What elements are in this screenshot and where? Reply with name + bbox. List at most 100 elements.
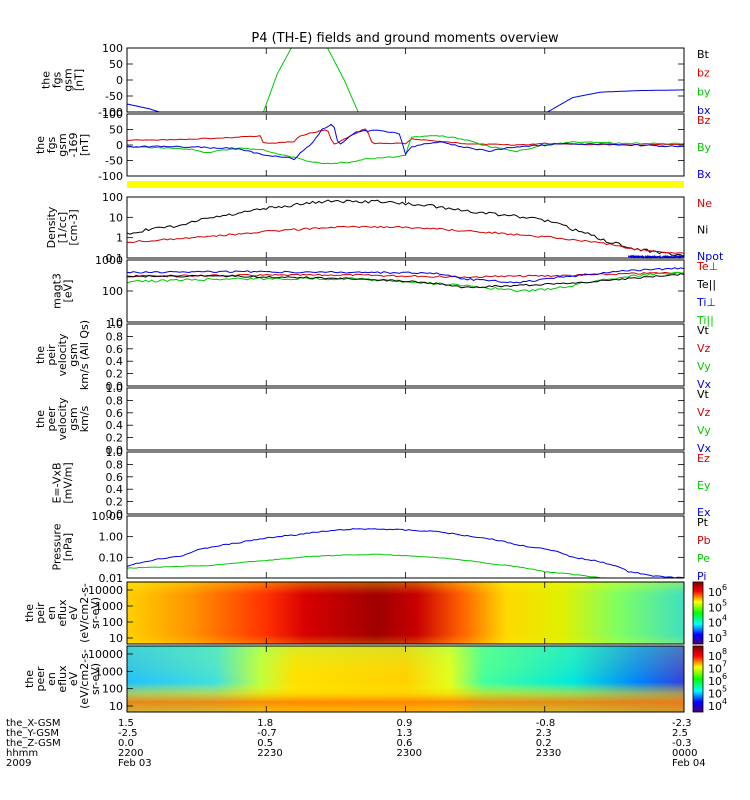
y-tick-label: 0.6	[106, 471, 124, 484]
colorbar-exponent: 7	[722, 660, 727, 669]
y-tick-label: 1000	[95, 665, 123, 678]
series-line	[126, 267, 685, 284]
legend-entry: Ex	[697, 506, 711, 519]
series-line	[126, 135, 685, 165]
y-axis-label: magt3[eV]	[51, 273, 75, 309]
legend-entry: Ti||	[696, 314, 714, 327]
y-tick-label: 0.0	[106, 444, 124, 457]
y-axis-label-line: en	[45, 672, 58, 686]
y-tick-label: 0.8	[106, 394, 124, 407]
y-tick-label: 1	[116, 232, 123, 245]
y-axis-label-line: [nPa]	[62, 533, 75, 561]
y-tick-label: 100	[102, 191, 123, 204]
panel-peer_velocity: 1.00.80.60.40.20.0thepeervelocitygsmkm/s…	[34, 382, 712, 457]
legend-entry: Vz	[697, 406, 711, 419]
y-tick-label: 0.4	[106, 419, 124, 432]
panel-frame	[126, 259, 685, 323]
legend-entry: Ey	[697, 479, 711, 492]
y-tick-label: 0.8	[106, 330, 124, 343]
ephemeris-value: 1.5	[118, 718, 134, 729]
y-tick-label: 0.4	[106, 483, 124, 496]
y-axis-label-line: sr-eV)	[89, 597, 102, 629]
ephemeris-label: 2009	[6, 758, 31, 769]
ephemeris-value: 0.6	[397, 738, 413, 749]
y-axis-label-line: E=-VxB	[51, 462, 64, 503]
y-tick-label: 10	[109, 211, 123, 224]
y-axis-label-line: [cm-3]	[67, 209, 80, 245]
y-tick-label: 100	[102, 285, 123, 298]
legend-entry: Bt	[697, 48, 710, 61]
y-axis-label-line: fgs	[51, 71, 64, 88]
panel-frame	[126, 451, 685, 515]
y-tick-label: 10000	[88, 584, 123, 597]
legend-entry: Ti⊥	[696, 296, 716, 309]
legend-entry: Vz	[697, 342, 711, 355]
y-tick-label: 100	[102, 616, 123, 629]
y-tick-label: 1000	[95, 254, 123, 267]
ephemeris-label: the_Y-GSM	[6, 728, 59, 739]
ephemeris-value: 2.5	[672, 728, 688, 739]
legend-entry: Pb	[697, 534, 711, 547]
series-line	[627, 254, 685, 260]
colorbar-exponent: 4	[722, 614, 727, 623]
colorbar-label: 10	[708, 688, 722, 701]
legend-entry: Bx	[697, 168, 712, 181]
y-tick-label: 50	[109, 58, 123, 71]
y-axis-label-line: Pressure	[51, 523, 64, 570]
series-line	[547, 89, 684, 113]
ephemeris-value: 1.8	[257, 718, 273, 729]
series-line	[126, 199, 685, 258]
panel-frame	[126, 387, 685, 451]
y-tick-label: 100	[102, 683, 123, 696]
ephemeris-value: 2300	[397, 748, 422, 759]
ephemeris-value: -0.7	[257, 728, 277, 739]
y-tick-label: 1.0	[106, 382, 124, 395]
y-tick-label: 0	[116, 139, 123, 152]
panel-frame	[126, 196, 685, 259]
ephemeris-row: the_Y-GSM -2.5 -0.7 1.3 2.3 2.5	[6, 728, 688, 739]
y-axis-label-line: gsm	[56, 133, 69, 156]
panel-frame	[126, 47, 685, 113]
legend-entry: by	[697, 85, 711, 98]
ephemeris-value: Feb 04	[672, 758, 706, 769]
colorbar-exponent: 5	[722, 685, 727, 694]
colorbar-peir_spectrogram	[692, 581, 704, 645]
colorbar-label: 10	[708, 601, 722, 614]
ephemeris-value: 0.9	[397, 718, 413, 729]
ephemeris-value: 0.5	[257, 738, 273, 749]
y-tick-label: 0.2	[106, 368, 124, 381]
y-tick-label: 0.8	[106, 458, 124, 471]
y-axis-label-line: the	[23, 670, 36, 688]
series-line	[127, 272, 685, 289]
y-axis-label-line: the	[34, 346, 47, 364]
ephemeris-value: 2330	[536, 748, 561, 759]
y-tick-label: 10000	[88, 648, 123, 661]
y-axis-label-line: (eV/cm2-s-	[78, 583, 91, 643]
y-axis-label-line: the	[40, 71, 53, 89]
ephemeris-row: hhmm 2200 2230 2300 2330 0000	[6, 748, 697, 759]
y-axis-label: Density[1/cc][cm-3]	[45, 206, 80, 248]
colorbar-exponent: 8	[722, 647, 727, 656]
y-tick-label: 100	[102, 42, 123, 55]
colorbar-label: 10	[708, 650, 722, 663]
colorbar-exponent: 5	[722, 598, 727, 607]
ephemeris-value: 0.0	[118, 738, 134, 749]
legend-entry: Pe	[697, 552, 710, 565]
legend-entry: Vx	[697, 442, 712, 455]
y-axis-label-line: the	[34, 136, 47, 154]
colorbar-label: 10	[708, 586, 722, 599]
ephemeris-value: -2.5	[118, 728, 138, 739]
series-line	[126, 553, 684, 579]
panels-layer: 100500-50-100thefgsgsm[nT]Btbzbybx100500…	[23, 42, 727, 713]
y-axis-label: E=-VxB[mV/m]	[51, 462, 75, 503]
series-line	[263, 47, 359, 113]
figure-title: P4 (TH-E) fields and ground moments over…	[251, 31, 559, 46]
y-tick-label: 0.2	[106, 432, 124, 445]
y-axis-label-line: eflux	[56, 665, 69, 693]
